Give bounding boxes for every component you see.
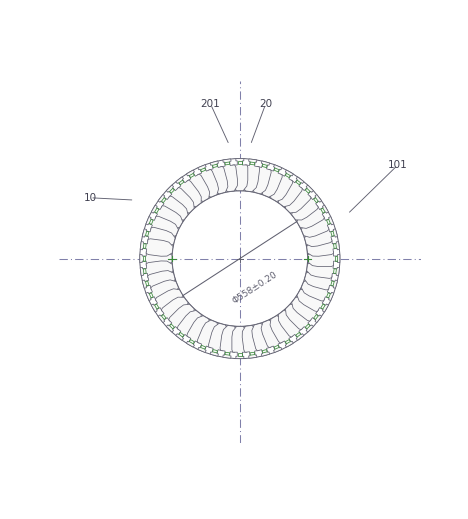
Polygon shape [305,270,337,290]
Polygon shape [140,251,172,267]
Polygon shape [232,158,248,190]
Polygon shape [278,310,304,340]
Polygon shape [232,326,248,359]
Polygon shape [292,297,322,323]
Polygon shape [307,239,340,256]
Polygon shape [140,239,173,256]
Polygon shape [140,261,173,278]
Polygon shape [158,297,188,323]
Text: 10: 10 [83,193,97,203]
Text: Φ558±0.20: Φ558±0.20 [231,270,279,306]
Polygon shape [278,177,304,207]
Polygon shape [176,177,201,207]
Polygon shape [261,165,282,197]
Polygon shape [220,325,237,358]
Polygon shape [242,159,260,192]
Polygon shape [285,185,314,213]
Polygon shape [308,251,340,267]
Polygon shape [176,310,201,340]
Polygon shape [301,216,334,237]
Polygon shape [142,270,175,290]
Polygon shape [242,325,260,358]
Polygon shape [261,320,282,352]
Polygon shape [197,165,219,197]
Text: 201: 201 [201,99,220,109]
Polygon shape [151,205,183,228]
Polygon shape [186,170,210,201]
Polygon shape [297,289,329,312]
Polygon shape [158,195,188,220]
Polygon shape [209,161,228,194]
Polygon shape [270,170,293,201]
Polygon shape [285,304,314,332]
Polygon shape [186,316,210,347]
Polygon shape [166,304,194,332]
Polygon shape [252,323,271,356]
Polygon shape [307,261,340,278]
Text: 101: 101 [388,160,408,170]
Polygon shape [297,205,329,228]
Text: 20: 20 [259,99,272,109]
Polygon shape [220,159,237,192]
Polygon shape [146,280,178,301]
Polygon shape [142,227,175,247]
Polygon shape [166,185,194,213]
Polygon shape [197,320,219,352]
Polygon shape [292,195,322,220]
Polygon shape [252,161,271,194]
Polygon shape [305,227,337,247]
Polygon shape [270,316,293,347]
Polygon shape [146,216,178,237]
Polygon shape [301,280,334,301]
Polygon shape [151,289,183,312]
Polygon shape [209,323,228,356]
